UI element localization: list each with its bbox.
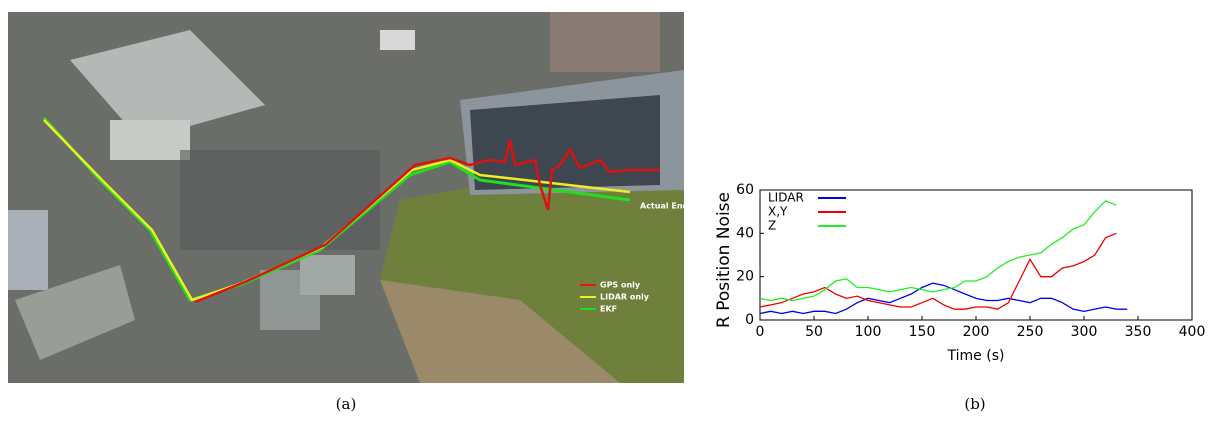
series-line: [760, 201, 1116, 301]
caption: (a): [336, 395, 357, 413]
x-tick-label: 200: [963, 324, 990, 340]
x-tick-label: 400: [1179, 324, 1206, 340]
x-axis-label: Time (s): [947, 348, 1005, 364]
legend-label: LIDAR: [768, 191, 804, 205]
x-tick-label: 350: [1125, 324, 1152, 340]
legend-label: EKF: [600, 305, 617, 314]
y-tick-label: 0: [745, 312, 754, 328]
series-line: [760, 233, 1116, 309]
y-axis-label: R Position Noise: [714, 192, 734, 328]
figure: Actual End GPS only LIDAR only EKF (a) (…: [0, 0, 1212, 417]
annotation: Actual End: [640, 202, 689, 211]
legend-label: LIDAR only: [600, 293, 650, 302]
legend-label: Z: [768, 219, 776, 233]
x-tick-label: 50: [805, 324, 823, 340]
plot-frame: [760, 190, 1192, 320]
aerial-image: Actual End GPS only LIDAR only EKF: [8, 12, 689, 383]
caption: (b): [964, 395, 985, 413]
series-line: [760, 283, 1127, 313]
legend-label: X,Y: [768, 205, 788, 219]
x-tick-label: 0: [756, 324, 765, 340]
x-tick-label: 100: [855, 324, 882, 340]
legend-label: GPS only: [600, 281, 641, 290]
x-tick-label: 300: [1071, 324, 1098, 340]
y-tick-label: 60: [736, 182, 754, 198]
page: Actual End GPS only LIDAR only EKF (a) (…: [0, 0, 1212, 417]
x-tick-label: 250: [1017, 324, 1044, 340]
x-tick-label: 150: [909, 324, 936, 340]
y-tick-label: 40: [736, 225, 754, 241]
y-tick-label: 20: [736, 269, 754, 285]
